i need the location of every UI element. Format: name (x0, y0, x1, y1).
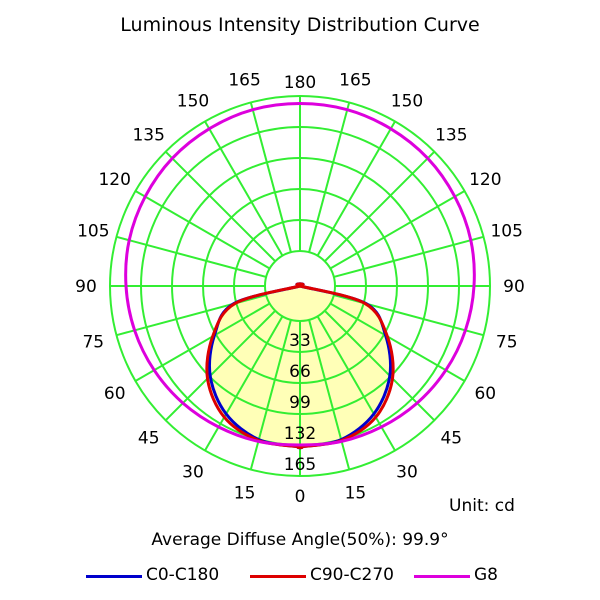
angle-label-left-105: 105 (77, 222, 109, 242)
angle-label-left-90: 90 (75, 277, 97, 297)
angle-label-180: 180 (284, 73, 316, 93)
grid-spoke-300 (134, 302, 271, 382)
radial-tick-label: 66 (289, 362, 311, 382)
angle-label-right-135: 135 (435, 126, 467, 146)
legend-swatch (414, 575, 470, 578)
radial-tick-label: 99 (289, 393, 311, 413)
grid-spoke-210 (204, 120, 284, 257)
unit-label: Unit: cd (449, 496, 515, 516)
grid-spoke-150 (316, 120, 396, 257)
chart-title: Luminous Intensity Distribution Curve (120, 14, 480, 36)
grid-spoke-345 (249, 319, 292, 470)
angle-label-right-15: 15 (345, 484, 367, 504)
grid-spoke-15 (308, 319, 351, 470)
legend: C0-C180 C90-C270 G8 (0, 565, 600, 587)
radial-tick-label: 33 (289, 331, 311, 351)
grid-spoke-165 (308, 102, 351, 253)
angle-label-right-45: 45 (440, 428, 462, 448)
angle-label-left-15: 15 (234, 484, 256, 504)
grid-spoke-195 (249, 102, 292, 253)
grid-spoke-225 (164, 150, 276, 262)
angle-label-right-60: 60 (474, 384, 496, 404)
angle-label-left-30: 30 (182, 462, 204, 482)
angle-label-left-135: 135 (132, 126, 164, 146)
radial-tick-label: 132 (284, 424, 316, 444)
angle-label-right-30: 30 (396, 462, 418, 482)
angle-label-left-75: 75 (82, 332, 104, 352)
legend-swatch (86, 575, 142, 578)
grid-spoke-240 (134, 190, 271, 270)
angle-label-left-45: 45 (138, 428, 160, 448)
grid-spoke-255 (116, 235, 267, 278)
legend-label: G8 (474, 565, 498, 585)
angle-label-right-105: 105 (490, 222, 522, 242)
angle-label-right-165: 165 (339, 70, 371, 90)
grid-spoke-60 (329, 302, 466, 382)
series-curve-c90-c270 (205, 282, 395, 450)
angle-label-left-60: 60 (104, 384, 126, 404)
angle-label-left-165: 165 (228, 70, 260, 90)
legend-label: C90-C270 (310, 565, 394, 585)
grid-spoke-135 (324, 150, 436, 262)
angle-label-right-75: 75 (496, 332, 518, 352)
series-curve-g8 (124, 101, 476, 447)
angle-label-0: 0 (295, 487, 306, 507)
grid-spoke-105 (333, 235, 484, 278)
grid-spoke-120 (329, 190, 466, 270)
angle-label-left-150: 150 (177, 92, 209, 112)
angle-label-right-150: 150 (391, 92, 423, 112)
angle-label-right-90: 90 (503, 277, 525, 297)
radial-tick-label: 165 (284, 455, 316, 475)
average-diffuse-angle: Average Diffuse Angle(50%): 99.9° (151, 530, 449, 550)
legend-swatch (250, 575, 306, 578)
legend-label: C0-C180 (146, 565, 220, 585)
angle-label-right-120: 120 (469, 170, 501, 190)
angle-label-left-120: 120 (98, 170, 130, 190)
